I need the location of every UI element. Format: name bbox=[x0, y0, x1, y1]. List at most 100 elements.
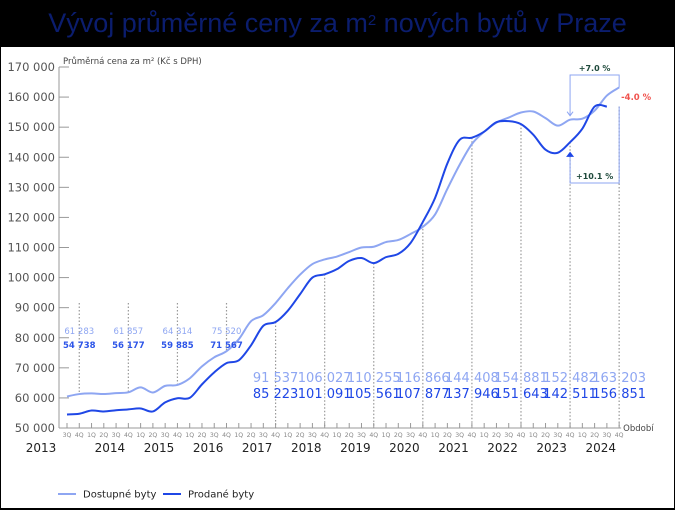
year-label: 2014 bbox=[95, 441, 126, 455]
y-tick-label: 130 000 bbox=[7, 180, 55, 194]
value-label-available: 61 283 bbox=[64, 327, 94, 337]
quarter-label: 1Q bbox=[382, 432, 391, 439]
y-tick-label: 50 000 bbox=[15, 421, 55, 435]
year-label: 2018 bbox=[291, 441, 322, 455]
legend-label-sold: Prodané byty bbox=[188, 489, 254, 501]
quarter-label: 4Q bbox=[271, 432, 280, 439]
series-line-dostupne-byty bbox=[66, 86, 620, 398]
quarter-label: 2Q bbox=[247, 432, 256, 439]
year-label: 2017 bbox=[242, 441, 273, 455]
quarter-label: 4Q bbox=[369, 432, 378, 439]
quarter-label: 4Q bbox=[320, 432, 329, 439]
y-tick-label: 60 000 bbox=[15, 391, 55, 405]
year-label: 2024 bbox=[585, 441, 616, 455]
value-label-sold: 142 511 bbox=[543, 387, 597, 402]
value-label-sold: 85 223 bbox=[253, 387, 299, 402]
quarter-label: 2Q bbox=[296, 432, 305, 439]
quarter-label: 2Q bbox=[492, 432, 501, 439]
value-label-available: 61 857 bbox=[113, 327, 143, 337]
quarter-label: 4Q bbox=[418, 432, 427, 439]
y-tick-label: 150 000 bbox=[7, 120, 55, 134]
quarter-label: 2Q bbox=[198, 432, 207, 439]
quarter-label: 4Q bbox=[124, 432, 133, 439]
quarter-label: 3Q bbox=[504, 432, 513, 439]
title-bar: Vývoj průměrné ceny za m2 nových bytů v … bbox=[0, 0, 675, 47]
year-label: 2021 bbox=[438, 441, 469, 455]
quarter-label: 3Q bbox=[161, 432, 170, 439]
value-label-sold: 59 885 bbox=[161, 341, 194, 351]
price-chart: 50 000 60 000 70 000 80 000 90 000 100 000 110… bbox=[7, 56, 654, 501]
quarter-label: 3Q bbox=[602, 432, 611, 439]
year-label: 2023 bbox=[536, 441, 567, 455]
value-label-sold: 151 643 bbox=[494, 387, 548, 402]
y-tick-label: 80 000 bbox=[15, 331, 55, 345]
bracket-sold bbox=[569, 106, 620, 184]
legend-label-available: Dostupné byty bbox=[83, 489, 156, 501]
quarter-label: 4Q bbox=[566, 432, 575, 439]
quarter-label: 1Q bbox=[578, 432, 587, 439]
quarter-label: 4Q bbox=[615, 432, 624, 439]
arrow-up-icon bbox=[566, 151, 575, 157]
quarter-label: 3Q bbox=[63, 432, 72, 439]
value-label-sold: 71 567 bbox=[210, 341, 243, 351]
quarter-label: 4Q bbox=[517, 432, 526, 439]
value-label-sold: 156 851 bbox=[592, 387, 646, 402]
year-label: 2015 bbox=[144, 441, 175, 455]
quarter-label: 1Q bbox=[136, 432, 145, 439]
series bbox=[66, 86, 620, 416]
value-label-available: 163 203 bbox=[592, 371, 646, 386]
y-axis-title: Průměrná cena za m² (Kč s DPH) bbox=[63, 56, 202, 67]
quarter-label: 1Q bbox=[480, 432, 489, 439]
quarter-label: 2Q bbox=[148, 432, 157, 439]
value-label-sold: 105 561 bbox=[347, 387, 401, 402]
value-label-sold: 54 738 bbox=[63, 341, 96, 351]
value-label-available: 110 255 bbox=[347, 371, 401, 386]
quarter-label: 3Q bbox=[553, 432, 562, 439]
quarter-label: 2Q bbox=[541, 432, 550, 439]
year-label: 2022 bbox=[487, 441, 518, 455]
quarter-label: 1Q bbox=[529, 432, 538, 439]
quarter-label: 4Q bbox=[222, 432, 231, 439]
value-label-available: 152 482 bbox=[543, 371, 597, 386]
quarter-label: 1Q bbox=[234, 432, 243, 439]
quarter-label: 1Q bbox=[333, 432, 342, 439]
change-annotations: +7.0 % +10.1 % -4.0 % bbox=[566, 64, 652, 184]
value-label-available: 75 520 bbox=[212, 327, 242, 337]
year-label: 2019 bbox=[340, 441, 371, 455]
y-tick-label: 110 000 bbox=[7, 241, 55, 255]
quarter-label: 2Q bbox=[394, 432, 403, 439]
y-tick-label: 160 000 bbox=[7, 90, 55, 104]
quarter-label: 4Q bbox=[468, 432, 477, 439]
chart-panel: 50 000 60 000 70 000 80 000 90 000 100 000 110… bbox=[1, 47, 674, 508]
quarter-label: 3Q bbox=[112, 432, 121, 439]
year-label: 2016 bbox=[193, 441, 224, 455]
axes: 50 000 60 000 70 000 80 000 90 000 100 000 110… bbox=[7, 56, 654, 455]
title-superscript: 2 bbox=[367, 12, 377, 29]
title-text-end: nových bytů v Praze bbox=[376, 8, 627, 38]
year-label: 2020 bbox=[389, 441, 420, 455]
y-tick-label: 120 000 bbox=[7, 210, 55, 224]
value-label-available: 144 408 bbox=[445, 371, 499, 386]
y-tick-label: 170 000 bbox=[7, 60, 55, 74]
quarter-label: 1Q bbox=[431, 432, 440, 439]
quarter-label: 3Q bbox=[259, 432, 268, 439]
series-line-prodane-byty bbox=[66, 103, 608, 416]
value-label-sold: 56 177 bbox=[112, 341, 145, 351]
value-label-available: 91 537 bbox=[253, 371, 299, 386]
quarter-label: 2Q bbox=[345, 432, 354, 439]
y-tick-label: 70 000 bbox=[15, 361, 55, 375]
chart-title: Vývoj průměrné ceny za m2 nových bytů v … bbox=[48, 8, 627, 38]
title-text: Vývoj průměrné ceny za m bbox=[48, 8, 368, 38]
value-label-sold: 137 946 bbox=[445, 387, 499, 402]
quarter-label: 3Q bbox=[210, 432, 219, 439]
value-label-available: 154 881 bbox=[494, 371, 548, 386]
x-axis-title: Období bbox=[623, 424, 654, 434]
quarter-label: 4Q bbox=[173, 432, 182, 439]
value-label-available: 64 314 bbox=[163, 327, 193, 337]
change-available: +7.0 % bbox=[579, 64, 611, 73]
quarter-label: 1Q bbox=[87, 432, 96, 439]
quarter-label: 4Q bbox=[75, 432, 84, 439]
quarter-label: 3Q bbox=[406, 432, 415, 439]
value-label-sold: 107 877 bbox=[396, 387, 450, 402]
quarter-label: 2Q bbox=[443, 432, 452, 439]
